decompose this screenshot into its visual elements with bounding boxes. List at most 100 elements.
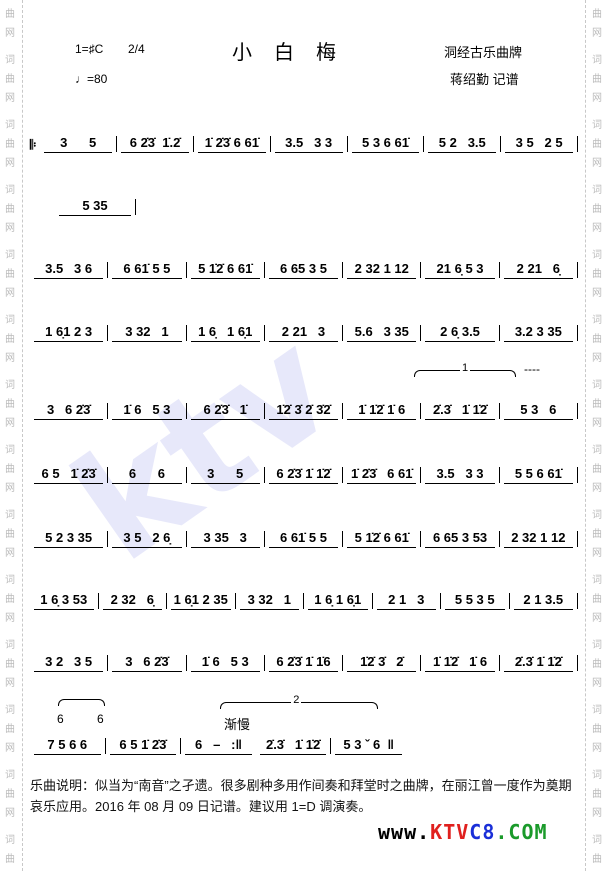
side-watermark-char: 网 bbox=[592, 808, 602, 819]
side-watermark-char: 网 bbox=[5, 158, 15, 169]
measure: 6 2̇3̇ 1̇ 1̇6 bbox=[268, 654, 339, 672]
side-watermark-char: 网 bbox=[5, 743, 15, 754]
side-watermark-char: 曲 bbox=[5, 854, 15, 865]
score-line: 7 5 6 6 6 5 1̇ 2̇3̇ 6 – :‖ 2̇.3̇ 1̇ 1̇2̇ 5 3… bbox=[30, 737, 406, 755]
measure: 1̇ 1̇2̇ 1̇ 6 bbox=[347, 402, 417, 420]
measure: 3 6 2̇3̇ bbox=[112, 654, 182, 672]
side-watermark-char: 词 bbox=[5, 640, 15, 651]
side-watermark-char: 词 bbox=[5, 380, 15, 391]
side-watermark-char: 网 bbox=[5, 28, 15, 39]
side-watermark-char: 曲 bbox=[5, 9, 15, 20]
measure: 3 5 2 6̣ bbox=[112, 530, 182, 548]
page-title: 小白梅 bbox=[232, 40, 358, 64]
side-watermark-char: 词 bbox=[592, 185, 602, 196]
side-watermark-char: 网 bbox=[5, 483, 15, 494]
side-watermark-char: 曲 bbox=[5, 594, 15, 605]
measure: 6 2̇3̇ 1̇ bbox=[190, 402, 260, 420]
side-watermark-char: 曲 bbox=[5, 269, 15, 280]
side-watermark-char: 网 bbox=[5, 418, 15, 429]
measure: 6 – :‖ bbox=[185, 737, 252, 755]
measure: 2 32 6̣ bbox=[102, 592, 162, 610]
measure: 2̇.3̇ 1̇ 1̇2̇ bbox=[259, 737, 327, 755]
score-line: 1 6̣ 3 53 2 32 6̣ 1 6̣1 2 35 3 32 1 1 6̣ 1 6… bbox=[30, 592, 578, 610]
side-watermark-char: 词 bbox=[5, 185, 15, 196]
bar-line bbox=[185, 531, 187, 547]
measure: 6 65 3 5 bbox=[268, 261, 339, 279]
side-watermark-char: 词 bbox=[592, 250, 602, 261]
bar-line bbox=[135, 199, 136, 215]
measure: 6 2̇3̇ 1̇ 1̇2̇ bbox=[268, 466, 339, 484]
bar-line bbox=[263, 655, 265, 671]
bar-line bbox=[342, 655, 344, 671]
side-watermark-char: 词 bbox=[590, 0, 604, 5]
measure: 3.5 3 3 bbox=[425, 466, 495, 484]
bar-line bbox=[577, 136, 579, 152]
measure: 5.6 3 35 bbox=[347, 324, 417, 342]
measure: 3.2 3 35 bbox=[503, 324, 573, 342]
bar-line bbox=[440, 593, 441, 609]
bar-line bbox=[498, 325, 500, 341]
side-watermark-char: 网 bbox=[592, 418, 602, 429]
measure: 3 5 2 5 bbox=[505, 135, 574, 153]
tempo-mark: 渐慢 bbox=[224, 717, 251, 732]
measure: 5 35 bbox=[59, 198, 131, 216]
side-watermark-char: 曲 bbox=[5, 529, 15, 540]
side-watermark-char: 曲 bbox=[592, 9, 602, 20]
bar-line bbox=[420, 655, 422, 671]
side-watermark-char: 词 bbox=[592, 575, 602, 586]
bar-line bbox=[576, 403, 578, 419]
side-watermark-char: 曲 bbox=[592, 74, 602, 85]
side-watermark-char: 曲 bbox=[5, 204, 15, 215]
side-watermark-char: 曲 bbox=[592, 724, 602, 735]
side-watermark-char: 网 bbox=[5, 93, 15, 104]
bar-line bbox=[104, 738, 106, 754]
side-watermark-char: 曲 bbox=[5, 659, 15, 670]
measure: 5 1̇2̇ 6 61̇ bbox=[190, 261, 260, 279]
measure: 1̇ 2̇3̇ 6 61̇ bbox=[197, 135, 266, 153]
bar-line bbox=[263, 325, 265, 341]
bar-line bbox=[576, 262, 578, 278]
alt-note: 6 bbox=[57, 712, 64, 726]
measure: 5 3 ˇ 6 ‖ bbox=[335, 737, 402, 755]
side-watermark-char: 词 bbox=[592, 445, 602, 456]
bar-line bbox=[263, 467, 265, 483]
bar-line bbox=[342, 467, 344, 483]
score-line: 5 2 3 35 3 5 2 6̣ 3 35 3 6 61̇ 5 5 5 1̇2̇ 6 … bbox=[30, 530, 578, 548]
side-watermark-char: 词 bbox=[592, 315, 602, 326]
site-logo: www.KTVC8.COM bbox=[378, 820, 548, 844]
measure: 1 6̣1 2 3 bbox=[34, 324, 104, 342]
side-watermark-char: 词 bbox=[592, 770, 602, 781]
bar-line bbox=[185, 467, 187, 483]
side-watermark-char: 网 bbox=[592, 93, 602, 104]
side-watermark-char: 网 bbox=[5, 678, 15, 689]
bar-line bbox=[498, 262, 500, 278]
bar-line bbox=[420, 262, 422, 278]
bar-line bbox=[498, 655, 500, 671]
bar-line bbox=[107, 655, 109, 671]
side-watermark-char: 曲 bbox=[592, 529, 602, 540]
side-watermark-char: 词 bbox=[5, 250, 15, 261]
bar-line bbox=[420, 467, 422, 483]
volta-1-dashes: ---- bbox=[524, 362, 540, 376]
score-line: 3 2 3 5 3 6 2̇3̇ 1̇ 6 5 3 6 2̇3̇ 1̇ 1̇6 1̇2̇… bbox=[30, 654, 578, 672]
measure: 2̇.3̇ 1̇ 1̇2̇ bbox=[503, 654, 573, 672]
bar-line bbox=[346, 136, 348, 152]
side-watermark-char: 曲 bbox=[592, 399, 602, 410]
side-watermark-char: 词 bbox=[592, 705, 602, 716]
measure: 2 21 6̣ bbox=[503, 261, 573, 279]
side-watermark-char: 词 bbox=[5, 575, 15, 586]
bar-line bbox=[192, 136, 194, 152]
measure: 5 2 3.5 bbox=[428, 135, 497, 153]
side-watermark-char: 词 bbox=[5, 445, 15, 456]
side-watermark-char: 网 bbox=[5, 808, 15, 819]
bar-line bbox=[330, 738, 332, 754]
bar-line bbox=[342, 531, 344, 547]
side-watermark-char: 词 bbox=[592, 120, 602, 131]
bar-line bbox=[500, 136, 502, 152]
side-watermark-char: 词 bbox=[592, 55, 602, 66]
measure: 6 65 3 53 bbox=[425, 530, 495, 548]
measure: 3.5 3 6 bbox=[34, 261, 104, 279]
side-watermark-char: 词 bbox=[5, 770, 15, 781]
measure: 21 6̣ 5 3 bbox=[425, 261, 495, 279]
side-watermark-char: 曲 bbox=[5, 789, 15, 800]
